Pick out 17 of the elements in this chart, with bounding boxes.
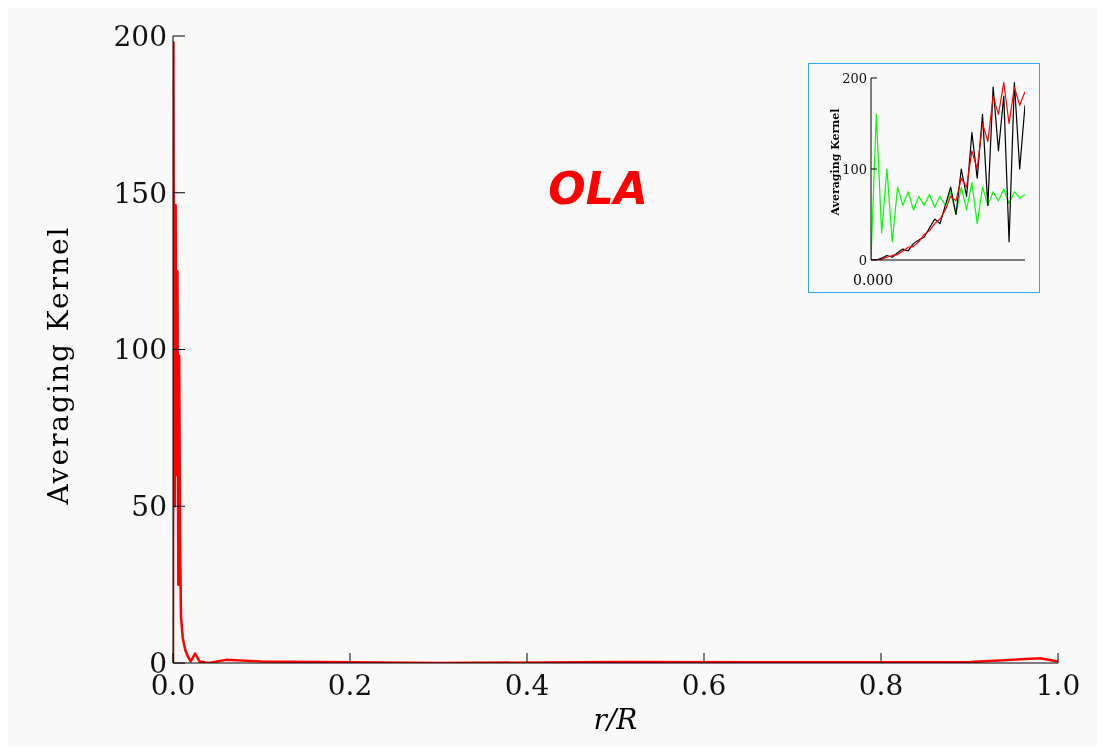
y-tick-label: 100 <box>842 161 867 177</box>
x-tick-label: 0.2 <box>327 668 373 702</box>
y-tick-label: 50 <box>131 490 167 524</box>
y-tick-label: 100 <box>113 333 167 367</box>
y-tick-label: 200 <box>842 70 867 86</box>
annotation: 0.000 <box>853 272 894 288</box>
y-axis-title: Averaging Kernel <box>41 225 75 505</box>
y-tick-label: 200 <box>113 19 167 53</box>
x-tick-label: 1.0 <box>1035 668 1081 702</box>
x-axis-title: r/R <box>592 703 639 736</box>
x-tick-label: 0.8 <box>858 668 904 702</box>
y-axis-title: Averaging Kernel <box>828 108 842 216</box>
text: OLA <box>547 163 649 214</box>
y-tick-label: 150 <box>113 176 167 210</box>
x-tick-label: 0.6 <box>681 668 727 702</box>
x-tick-label: 0.4 <box>504 668 550 702</box>
y-tick-label: 0 <box>858 252 867 268</box>
